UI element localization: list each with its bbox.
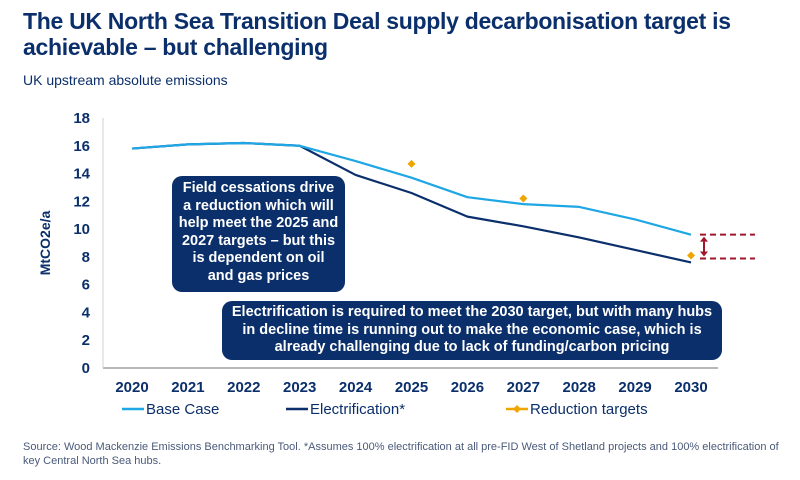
x-tick-label: 2021 xyxy=(171,379,204,396)
reduction-target-point xyxy=(519,194,528,203)
base-case-line xyxy=(131,141,692,236)
legend-label: Base Case xyxy=(146,401,219,418)
y-tick-label: 18 xyxy=(73,110,90,127)
x-tick-label: 2029 xyxy=(618,379,651,396)
x-tick-label: 2025 xyxy=(395,379,428,396)
y-tick-label: 12 xyxy=(73,193,90,210)
annotation-electrification: Electrification is required to meet the … xyxy=(222,301,722,360)
x-tick-label: 2020 xyxy=(115,379,148,396)
reduction-target-point xyxy=(407,159,416,168)
x-tick-label: 2022 xyxy=(227,379,260,396)
x-tick-label: 2030 xyxy=(674,379,707,396)
page-title: The UK North Sea Transition Deal supply … xyxy=(23,8,731,60)
legend-item: Electrification* xyxy=(286,401,405,418)
y-tick-label: 8 xyxy=(82,249,90,266)
y-tick-label: 14 xyxy=(73,166,90,183)
x-tick-label: 2027 xyxy=(507,379,540,396)
y-tick-label: 4 xyxy=(82,304,91,321)
y-tick-label: 0 xyxy=(82,360,90,377)
annotation-field-cessations: Field cessations drive a reduction which… xyxy=(172,176,345,292)
y-tick-label: 6 xyxy=(82,277,90,294)
y-tick-label: 10 xyxy=(73,221,90,238)
gap-arrowheads xyxy=(700,236,708,257)
y-tick-label: 16 xyxy=(73,138,90,155)
reduction-target-point xyxy=(687,251,695,260)
x-tick-label: 2028 xyxy=(563,379,596,396)
x-tick-label: 2024 xyxy=(339,379,373,396)
legend-label: Electrification* xyxy=(310,401,405,418)
source-note: Source: Wood Mackenzie Emissions Benchma… xyxy=(23,441,779,467)
chart-subtitle: UK upstream absolute emissions xyxy=(23,72,228,88)
y-tick-label: 2 xyxy=(82,332,90,349)
gap-marker xyxy=(700,233,755,260)
y-axis-label: MtCO2e/a xyxy=(37,211,53,276)
legend-label: Reduction targets xyxy=(530,401,648,418)
legend-item: Reduction targets xyxy=(506,401,648,418)
x-tick-label: 2023 xyxy=(283,379,316,396)
legend-item: Base Case xyxy=(122,401,219,418)
x-tick-label: 2026 xyxy=(451,379,484,396)
